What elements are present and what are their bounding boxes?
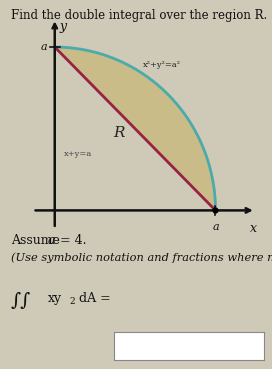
Text: a: a (41, 42, 48, 52)
Text: x: x (250, 222, 257, 235)
Text: ∫∫: ∫∫ (11, 292, 31, 310)
Text: 2: 2 (69, 297, 75, 306)
Text: x²+y²=a²: x²+y²=a² (143, 61, 181, 69)
Text: R: R (113, 126, 125, 140)
Text: Assume: Assume (11, 234, 64, 247)
Text: = 4.: = 4. (56, 234, 86, 247)
Text: y: y (60, 21, 67, 34)
Text: (Use symbolic notation and fractions where needed.): (Use symbolic notation and fractions whe… (11, 253, 272, 263)
Text: a: a (212, 222, 219, 232)
Text: dA =: dA = (75, 292, 110, 304)
Text: a: a (48, 234, 55, 247)
Text: Find the double integral over the region R.: Find the double integral over the region… (11, 9, 267, 22)
Text: x+y=a: x+y=a (64, 150, 92, 158)
Text: xy: xy (48, 292, 62, 304)
